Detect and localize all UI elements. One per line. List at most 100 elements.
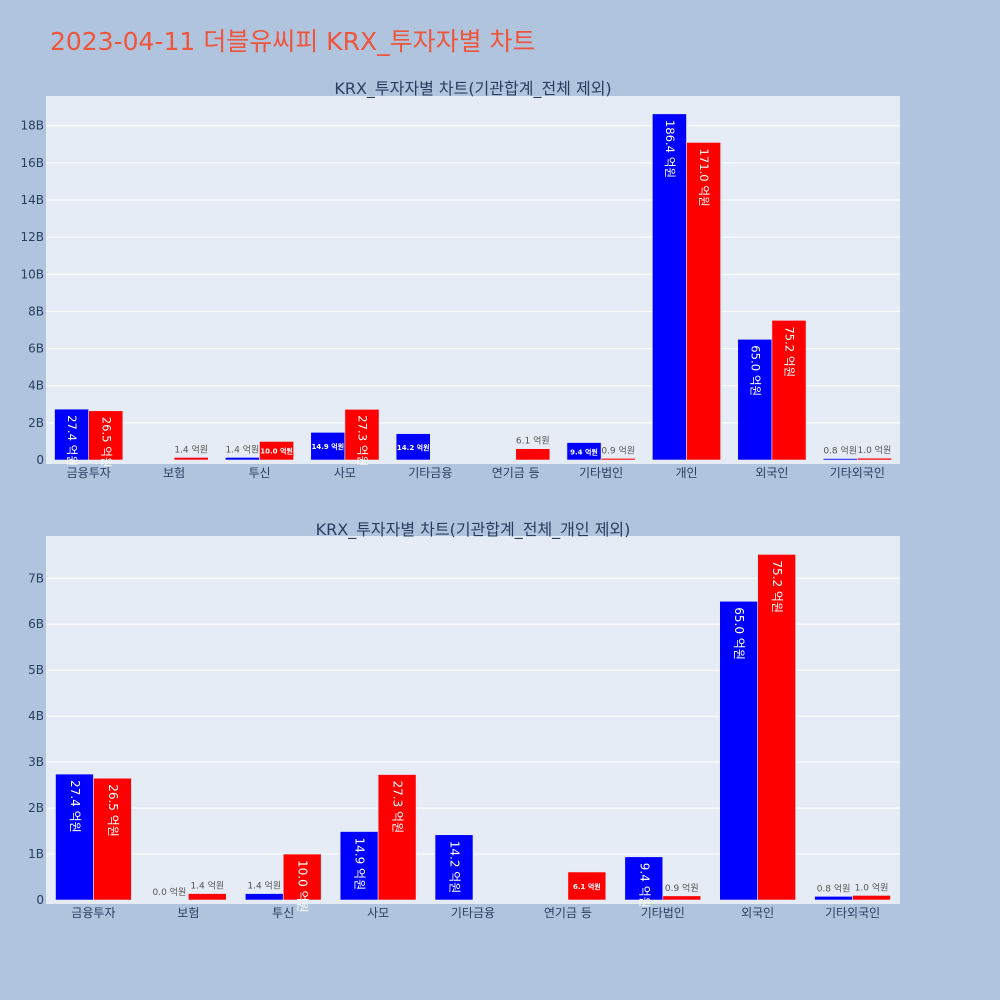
data-label: 27.3 억원 bbox=[355, 415, 369, 466]
buy-bar bbox=[771, 320, 807, 461]
y-tick-label: 6B bbox=[28, 342, 44, 356]
y-tick-label: 3B bbox=[28, 755, 44, 769]
sell-bar bbox=[55, 773, 94, 901]
data-label: 65.0 억원 bbox=[732, 607, 746, 660]
y-tick-label: 14B bbox=[20, 193, 44, 207]
buy-bar bbox=[600, 458, 636, 461]
page-title: 2023-04-11 더블유씨피 KRX_투자자별 차트 bbox=[50, 27, 536, 56]
sell-bar bbox=[244, 893, 284, 901]
y-tick-label: 1B bbox=[28, 847, 44, 861]
sell-bar bbox=[719, 600, 758, 901]
sell-bar bbox=[54, 408, 90, 461]
sell-bar bbox=[339, 831, 379, 901]
buy-bar bbox=[93, 777, 132, 901]
data-label: 27.3 억원 bbox=[391, 781, 405, 834]
data-label: 0.8 억원 bbox=[823, 445, 857, 457]
subplot-title: KRX_투자자별 차트(기관합계_전체 제외) bbox=[334, 79, 611, 99]
buy-bar bbox=[852, 895, 891, 901]
x-tick-label: 기타법인 bbox=[641, 906, 685, 920]
buy-bar bbox=[259, 441, 294, 461]
data-label: 6.1 억원 bbox=[573, 882, 601, 891]
y-tick-label: 2B bbox=[28, 416, 44, 430]
subplot-title: KRX_투자자별 차트(기관합계_전체_개인 제외) bbox=[316, 520, 631, 540]
data-label: 0.9 억원 bbox=[601, 444, 635, 456]
data-label: 75.2 억원 bbox=[782, 326, 796, 377]
x-tick-label: 투신 bbox=[248, 466, 270, 480]
y-tick-label: 0 bbox=[36, 893, 44, 907]
x-tick-label: 기타외국인 bbox=[830, 466, 885, 480]
data-label: 186.4 억원 bbox=[663, 120, 677, 178]
chart-2: 0 1B 2B 3B 4B 5B 6B 7B KRX_투자자별 차트(기관합계_전체_개인 제외… bbox=[28, 520, 900, 920]
buy-bar bbox=[344, 408, 380, 461]
x-tick-label: 외국인 bbox=[741, 906, 774, 920]
x-tick-label: 외국인 bbox=[755, 466, 788, 480]
data-label: 9.4 억원 bbox=[570, 447, 598, 456]
x-tick-label: 기타금융 bbox=[408, 466, 452, 480]
buy-bar bbox=[515, 448, 551, 461]
data-label: 171.0 억원 bbox=[697, 148, 711, 206]
buy-bar bbox=[173, 457, 209, 461]
y-tick-label: 12B bbox=[20, 230, 44, 244]
data-label: 10.0 억원 bbox=[296, 860, 310, 913]
y-tick-label: 4B bbox=[28, 709, 44, 723]
data-label: 1.4 억원 bbox=[174, 443, 208, 455]
sell-bar bbox=[434, 834, 474, 901]
y-tick-label: 6B bbox=[28, 617, 44, 631]
sell-bar bbox=[624, 856, 664, 901]
buy-bar bbox=[88, 410, 124, 461]
buy-bar bbox=[282, 853, 322, 901]
y-tick-label: 8B bbox=[28, 304, 44, 318]
x-tick-label: 사모 bbox=[334, 466, 356, 480]
x-tick-label: 연기금 등 bbox=[544, 906, 592, 920]
data-label: 10.0 억원 bbox=[260, 447, 293, 456]
buy-bar bbox=[757, 554, 796, 901]
y-tick-label: 4B bbox=[28, 379, 44, 393]
sell-bar bbox=[566, 442, 602, 461]
data-label: 14.9 억원 bbox=[312, 442, 345, 451]
y-tick-label: 16B bbox=[20, 156, 44, 170]
data-label: 0.9 억원 bbox=[665, 882, 699, 894]
y-tick-label: 18B bbox=[20, 119, 44, 133]
x-tick-label: 기타법인 bbox=[579, 466, 623, 480]
data-label: 14.9 억원 bbox=[353, 838, 367, 891]
buy-bar bbox=[188, 893, 227, 901]
data-label: 75.2 억원 bbox=[770, 560, 784, 613]
data-label: 0.8 억원 bbox=[817, 882, 851, 894]
data-label: 14.2 억원 bbox=[448, 841, 462, 894]
sell-bar bbox=[814, 896, 853, 901]
x-tick-label: 기타외국인 bbox=[825, 906, 880, 920]
x-tick-label: 투신 bbox=[272, 906, 294, 920]
x-tick-label: 사모 bbox=[367, 906, 389, 920]
data-label: 1.0 억원 bbox=[855, 881, 889, 893]
sell-bar bbox=[652, 113, 687, 461]
y-tick-label: 5B bbox=[28, 663, 44, 677]
buy-bar bbox=[662, 895, 702, 901]
sell-bar bbox=[225, 457, 260, 461]
data-label: 0.0 억원 bbox=[152, 886, 186, 898]
sell-bar bbox=[822, 458, 858, 461]
y-tick-label: 0 bbox=[36, 453, 44, 467]
y-tick-label: 2B bbox=[28, 801, 44, 815]
buy-bar bbox=[686, 142, 721, 461]
data-label: 14.2 억원 bbox=[397, 443, 430, 452]
buy-bar bbox=[856, 457, 892, 461]
data-label: 6.1 억원 bbox=[516, 435, 550, 447]
x-tick-label: 보험 bbox=[163, 466, 185, 480]
data-label: 1.4 억원 bbox=[226, 443, 260, 455]
data-label: 27.4 억원 bbox=[68, 780, 82, 833]
sell-bar bbox=[737, 338, 773, 461]
x-tick-label: 보험 bbox=[177, 906, 199, 920]
data-label: 9.4 억원 bbox=[637, 863, 651, 908]
sell-bar bbox=[395, 433, 431, 461]
x-tick-label: 연기금 등 bbox=[492, 466, 540, 480]
data-label: 26.5 억원 bbox=[99, 417, 113, 468]
y-tick-label: 10B bbox=[20, 267, 44, 281]
buy-bar bbox=[377, 774, 417, 901]
x-tick-label: 금융투자 bbox=[71, 906, 115, 920]
data-label: 1.4 억원 bbox=[190, 880, 224, 892]
chart-1: 0 2B 4B 6B 8B 10B 12B 14B 16B 18B KRX_투자자별 차트(기관합계… bbox=[20, 79, 900, 480]
x-tick-label: 금융투자 bbox=[67, 466, 111, 480]
buy-bar bbox=[567, 871, 607, 901]
data-label: 1.0 억원 bbox=[858, 444, 892, 456]
